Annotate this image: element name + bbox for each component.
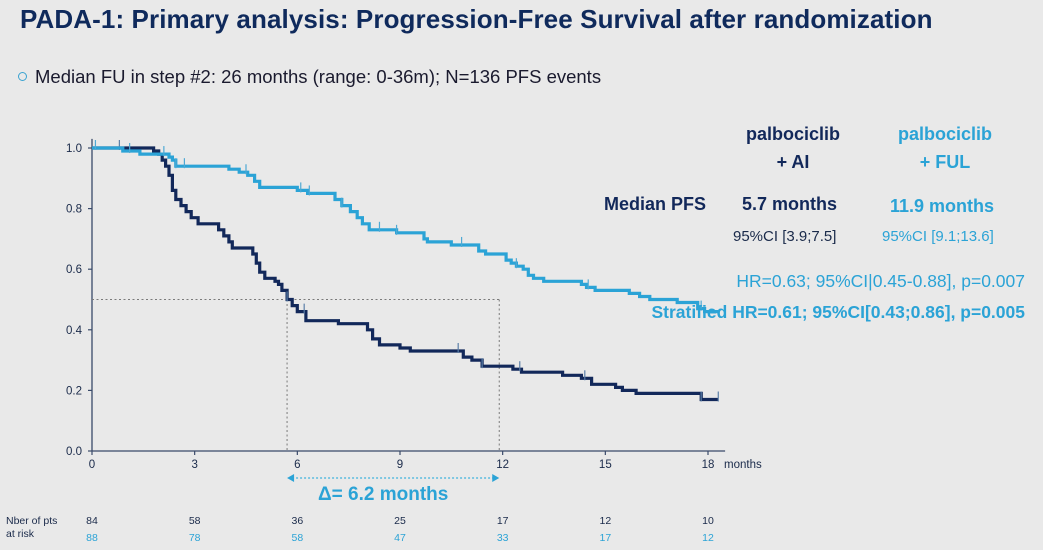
legend-ful-line2: + FUL <box>919 152 971 172</box>
risk-count-ai: 17 <box>496 515 509 527</box>
legend-arm-ai: palbociclib + AI <box>728 120 858 176</box>
ci-ful: 95%CI [9.1;13.6] <box>882 228 994 245</box>
slide-title: PADA-1: Primary analysis: Progression-Fr… <box>20 4 933 34</box>
followup-text: Median FU in step #2: 26 months (range: … <box>35 66 602 87</box>
y-tick-label: 1.0 <box>66 143 82 155</box>
risk-count-ful: 17 <box>599 532 612 544</box>
risk-label-line1: Nber of pts <box>6 515 58 527</box>
risk-count-ful: 58 <box>291 532 304 544</box>
y-tick-label: 0.4 <box>66 325 83 337</box>
risk-label-line2: at risk <box>6 528 35 540</box>
followup-bullet: Median FU in step #2: 26 months (range: … <box>18 66 601 88</box>
y-tick-label: 0.6 <box>66 264 82 276</box>
risk-count-ai: 25 <box>394 515 406 527</box>
delta-arrow-left-head <box>287 474 295 482</box>
risk-table-label: Nber of pts at risk <box>6 515 57 541</box>
ci-ai: 95%CI [3.9;7.5] <box>733 228 837 245</box>
risk-count-ful: 12 <box>702 532 714 544</box>
risk-count-ful: 47 <box>394 532 406 544</box>
stratified-hazard-ratio: Stratified HR=0.61; 95%CI[0.43;0.86], p=… <box>651 302 1025 322</box>
x-tick-label: 0 <box>89 459 95 471</box>
median-pfs-ai: 5.7 months <box>742 194 838 214</box>
legend-arm-ful: palbociclib + FUL <box>880 120 1010 176</box>
x-tick-label: 18 <box>702 459 715 471</box>
x-tick-label: 9 <box>397 459 403 471</box>
x-tick-label: 15 <box>599 459 612 471</box>
y-tick-label: 0.8 <box>66 204 82 216</box>
delta-label: Δ= 6.2 months <box>318 484 449 505</box>
risk-count-ai: 84 <box>86 515 98 527</box>
risk-count-ai: 36 <box>291 515 304 527</box>
x-tick-label: 12 <box>496 459 509 471</box>
hazard-ratio: HR=0.63; 95%CI|0.45-0.88], p=0.007 <box>736 271 1025 291</box>
risk-count-ful: 88 <box>86 532 98 544</box>
delta-arrow-right-head <box>492 474 500 482</box>
risk-count-ai: 12 <box>599 515 612 527</box>
legend-ai-line1: palbociclib <box>745 124 841 144</box>
risk-count-ai: 10 <box>702 515 714 527</box>
km-curves <box>92 140 719 402</box>
chart-axes: 0.0 0.2 0.4 0.6 0.8 1.0 0 3 6 9 12 15 18 months <box>66 138 762 471</box>
y-tick-label: 0.2 <box>66 385 82 397</box>
risk-count-ai: 58 <box>188 515 201 527</box>
risk-count-ful: 78 <box>188 532 201 544</box>
bullet-circle-icon <box>18 71 27 81</box>
x-axis-label: months <box>724 459 762 471</box>
median-reference-lines <box>92 299 500 451</box>
x-tick-label: 3 <box>191 459 197 471</box>
median-pfs-label: Median PFS <box>604 194 707 214</box>
legend-ful-line1: palbociclib <box>897 124 993 144</box>
km-curve-ful <box>92 146 719 314</box>
median-pfs-ful: 11.9 months <box>890 196 995 216</box>
risk-count-ful: 33 <box>496 532 509 544</box>
legend-ai-line2: + AI <box>776 152 810 172</box>
delta-arrow <box>287 474 500 482</box>
km-curve-ai <box>92 146 719 402</box>
x-tick-label: 6 <box>294 459 300 471</box>
y-tick-label: 0.0 <box>66 446 82 458</box>
